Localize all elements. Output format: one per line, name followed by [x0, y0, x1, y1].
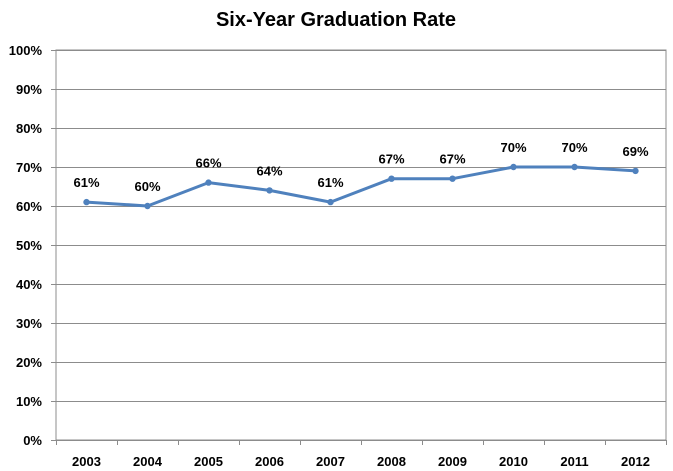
- data-label: 61%: [73, 175, 99, 190]
- y-tick-label: 100%: [9, 43, 43, 58]
- data-labels: 61% 60% 66% 64% 61% 67% 67% 70% 70% 69%: [73, 140, 648, 194]
- series-line: [85, 165, 637, 208]
- y-tick-label: 40%: [16, 277, 42, 292]
- data-point: [144, 202, 151, 210]
- data-point: [388, 175, 395, 182]
- y-tick-label: 70%: [16, 160, 42, 175]
- y-tick-label: 50%: [16, 238, 42, 253]
- y-tick-label: 10%: [16, 394, 42, 409]
- data-point: [327, 198, 334, 206]
- data-point: [266, 187, 273, 194]
- x-tick-label: 2004: [133, 454, 163, 469]
- data-label: 67%: [378, 152, 404, 167]
- y-tick-label: 90%: [16, 82, 42, 97]
- x-tick-label: 2007: [316, 454, 345, 469]
- y-tick-label: 80%: [16, 121, 42, 136]
- x-axis-ticks: 2003 2004 2005 2006 2007 2008 2009 2010 2011 2012: [56, 440, 667, 469]
- data-label: 60%: [134, 179, 160, 194]
- data-point: [449, 175, 456, 182]
- y-tick-label: 30%: [16, 316, 42, 331]
- data-label: 69%: [622, 144, 648, 159]
- x-tick-label: 2010: [499, 454, 528, 469]
- y-tick-label: 0%: [23, 433, 42, 448]
- x-tick-label: 2008: [377, 454, 406, 469]
- data-label: 61%: [317, 175, 343, 190]
- y-axis-ticks: 0% 10% 20% 30% 40% 50% 60% 70% 80% 90% 100%: [9, 43, 56, 448]
- data-point: [571, 163, 578, 171]
- data-point: [83, 198, 90, 206]
- data-label: 70%: [500, 140, 526, 155]
- gridlines: [56, 50, 666, 441]
- x-tick-label: 2011: [560, 454, 588, 469]
- data-label: 66%: [195, 156, 221, 171]
- x-tick-label: 2005: [194, 454, 223, 469]
- data-label: 70%: [561, 140, 587, 155]
- data-point: [205, 179, 212, 186]
- y-tick-label: 20%: [16, 355, 42, 370]
- data-label: 67%: [439, 152, 465, 167]
- data-label: 64%: [256, 163, 282, 178]
- x-tick-label: 2012: [621, 454, 650, 469]
- data-point: [632, 167, 639, 175]
- data-point: [510, 163, 517, 171]
- x-tick-label: 2003: [72, 454, 101, 469]
- x-tick-label: 2009: [438, 454, 467, 469]
- chart-title: Six-Year Graduation Rate: [216, 9, 456, 31]
- series-layer: [83, 163, 639, 210]
- y-tick-label: 60%: [16, 199, 42, 214]
- x-tick-label: 2006: [255, 454, 284, 469]
